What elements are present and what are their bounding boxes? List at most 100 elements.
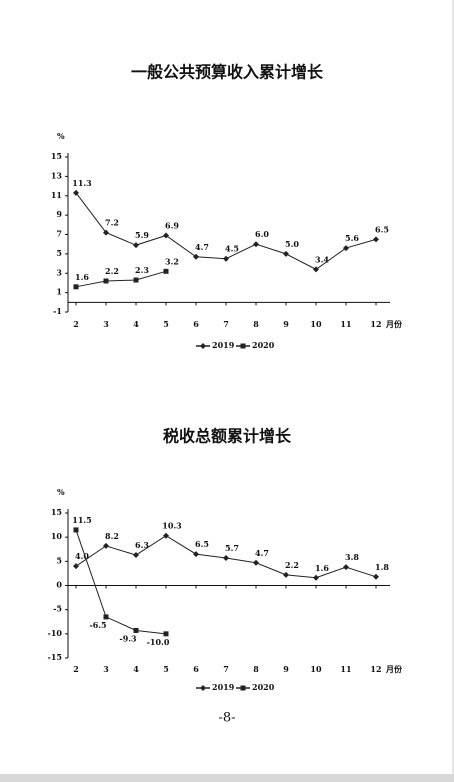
data-label: 1.6: [315, 563, 329, 573]
data-label: 8.2: [105, 531, 119, 541]
x-tick-label: 11: [340, 664, 351, 674]
x-tick-label: 6: [193, 319, 199, 329]
data-label: 4.0: [75, 551, 89, 561]
data-label: 5.6: [345, 233, 359, 243]
data-point: [163, 532, 169, 539]
y-tick-label: 13: [51, 170, 63, 180]
data-point: [73, 189, 79, 196]
y-tick-label: 7: [56, 229, 62, 239]
data-point: [313, 574, 319, 581]
data-point: [223, 554, 229, 561]
data-label: 5.9: [135, 230, 149, 240]
legend-marker: [240, 343, 246, 349]
x-tick-label: 7: [223, 319, 229, 329]
data-label: 5.0: [285, 239, 299, 249]
x-tick-label: 4: [133, 664, 139, 674]
data-point: [283, 250, 289, 257]
x-tick-label: 9: [283, 664, 289, 674]
data-label: 5.7: [225, 543, 239, 553]
x-tick-label: 12: [370, 319, 381, 329]
data-point: [133, 552, 139, 559]
y-tick-label: 15: [51, 507, 62, 517]
data-point: [253, 241, 259, 248]
data-point: [73, 527, 79, 533]
data-point: [103, 278, 109, 284]
data-point: [223, 255, 229, 262]
data-label: -10.0: [147, 637, 170, 647]
y-tick-label: -1: [53, 306, 62, 316]
x-tick-label: 9: [283, 319, 289, 329]
x-tick-label: 5: [163, 319, 169, 329]
data-label: 6.5: [195, 539, 209, 549]
x-tick-label: 11: [340, 319, 351, 329]
series-line: [75, 270, 167, 288]
y-tick-label: 9: [56, 209, 62, 219]
y-tick-label: 0: [56, 580, 62, 590]
x-tick-label: 10: [310, 664, 322, 674]
legend-label: 2019: [212, 340, 235, 350]
x-tick-label: 7: [223, 664, 229, 674]
page-number: -8-: [218, 711, 235, 726]
x-tick-label: 12: [370, 664, 381, 674]
x-axis-label: 月份: [385, 319, 403, 329]
data-point: [253, 559, 259, 566]
legend-label: 2019: [212, 682, 235, 692]
data-label: 2.2: [105, 266, 119, 276]
data-label: 4.7: [255, 548, 269, 558]
data-point: [73, 563, 79, 570]
legend-marker: [200, 685, 206, 691]
data-point: [163, 631, 169, 637]
data-label: 6.3: [135, 540, 149, 550]
data-point: [133, 277, 139, 283]
data-label: 4.5: [225, 244, 239, 254]
data-point: [343, 564, 349, 571]
data-label: -6.5: [89, 620, 106, 630]
x-tick-label: 2: [73, 319, 79, 329]
y-tick-label: 5: [56, 555, 62, 565]
x-tick-label: 2: [73, 664, 79, 674]
data-label: 3.2: [165, 256, 179, 266]
data-point: [373, 573, 379, 580]
data-label: 2.3: [135, 265, 149, 275]
data-label: 10.3: [162, 521, 182, 531]
data-point: [103, 229, 109, 236]
y-tick-label: -15: [48, 652, 62, 662]
y-tick-label: -5: [53, 604, 62, 614]
data-label: 11.5: [72, 515, 91, 525]
legend-label: 2020: [252, 340, 275, 350]
data-label: -9.3: [119, 633, 137, 643]
x-tick-label: 8: [253, 319, 259, 329]
data-point: [133, 627, 139, 633]
data-point: [103, 614, 109, 620]
y-tick-label: 1: [56, 287, 62, 297]
data-label: 6.0: [255, 229, 269, 239]
data-point: [283, 571, 289, 578]
data-label: 6.5: [375, 224, 389, 234]
legend-marker: [200, 343, 206, 349]
data-label: 3.8: [345, 552, 359, 562]
chart-title: 一般公共预算收入累计增长: [131, 63, 324, 82]
x-tick-label: 8: [253, 664, 259, 674]
data-point: [343, 245, 349, 252]
data-point: [163, 232, 169, 239]
y-tick-label: 11: [51, 190, 62, 200]
data-label: 3.4: [315, 254, 329, 264]
series-line: [75, 529, 167, 635]
x-tick-label: 10: [310, 319, 322, 329]
data-point: [193, 253, 199, 260]
x-tick-label: 6: [193, 664, 199, 674]
y-tick-label: 3: [56, 267, 62, 277]
x-axis-label: 月份: [385, 664, 403, 674]
y-tick-label: 15: [51, 151, 62, 161]
data-point: [103, 542, 109, 549]
data-point: [133, 242, 139, 249]
data-point: [73, 284, 79, 290]
data-label: 2.2: [285, 560, 299, 570]
data-label: 7.2: [105, 218, 119, 228]
data-point: [163, 268, 169, 274]
data-label: 1.8: [375, 562, 389, 572]
x-tick-label: 4: [133, 319, 139, 329]
legend-label: 2020: [252, 682, 275, 692]
